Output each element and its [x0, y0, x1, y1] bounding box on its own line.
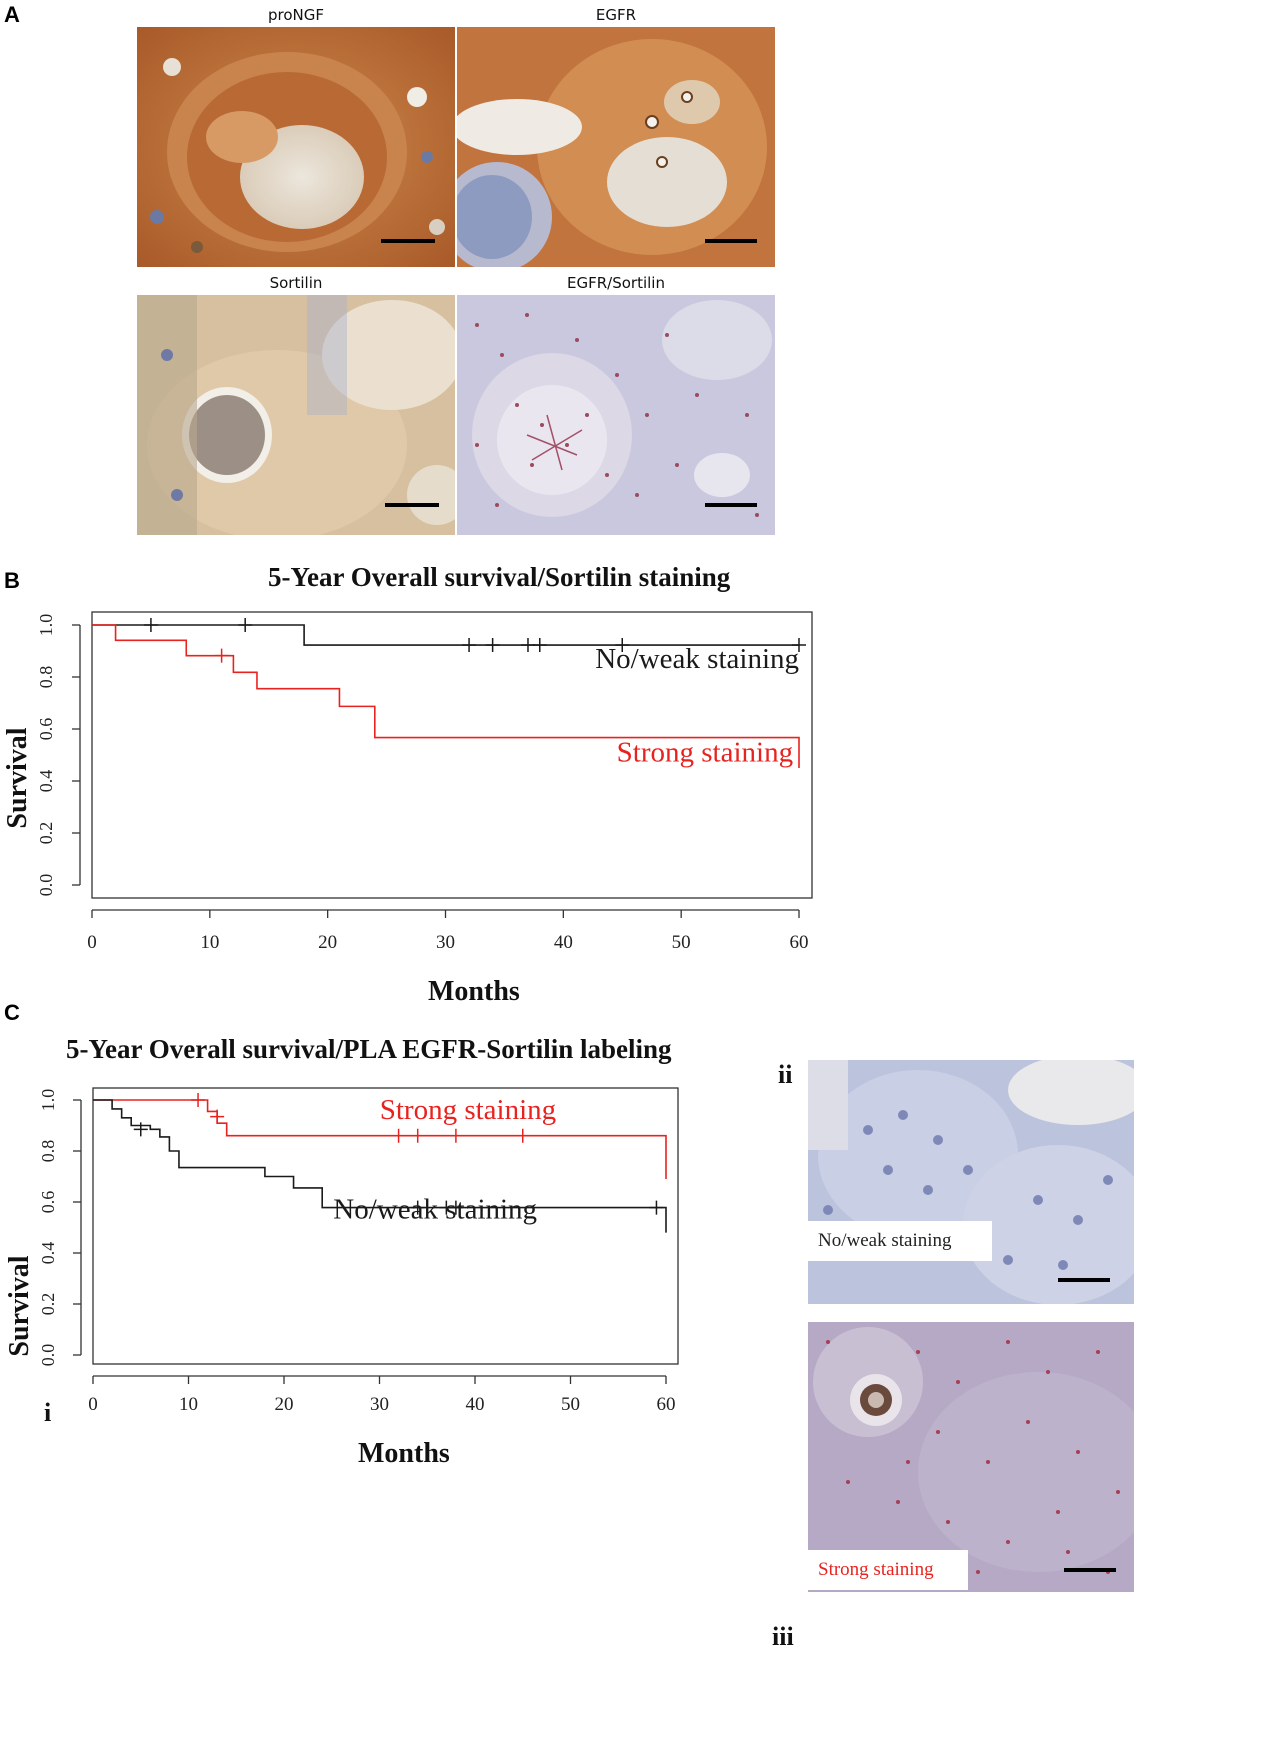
plot-title-c: 5-Year Overall survival/PLA EGFR-Sortili… [66, 1034, 672, 1064]
y-tick-label: 0.2 [38, 1293, 58, 1316]
censor-mark [462, 638, 477, 653]
scale-bar [1064, 1568, 1116, 1572]
censor-mark [238, 618, 253, 632]
censor-mark [410, 1200, 425, 1215]
micro-title-sortilin: Sortilin [269, 274, 323, 292]
inset-iii-label-box: Strong staining [808, 1550, 968, 1590]
x-tick-label: 20 [318, 932, 337, 953]
plot-frame [92, 1087, 679, 1365]
x-tick-label: 30 [436, 932, 455, 953]
x-tick-label: 0 [87, 932, 97, 953]
x-tick-label: 10 [200, 932, 219, 953]
censor-mark [214, 648, 229, 663]
censor-mark [520, 638, 535, 653]
y-tick-label: 0.8 [36, 666, 56, 689]
x-tick-label: 60 [657, 1394, 676, 1415]
survival-curve [92, 624, 800, 768]
censor-mark [133, 1122, 148, 1137]
micro-title-egfr-sortilin: EGFR/Sortilin [567, 274, 665, 292]
micro-title-pronGF: proNGF [267, 6, 324, 24]
plot-title-b: 5-Year Overall survival/Sortilin stainin… [268, 562, 731, 592]
censor-mark [191, 1093, 206, 1107]
y-tick-label: 0.0 [38, 1344, 58, 1367]
y-tick-label: 0.4 [36, 770, 56, 793]
series-label: Strong staining [380, 1094, 556, 1126]
scale-bar [385, 503, 439, 507]
censor-mark [210, 1109, 225, 1124]
survival-curve [93, 1099, 667, 1233]
y-tick-label: 0.2 [36, 822, 56, 845]
y-tick-label: 0.4 [38, 1242, 58, 1265]
censor-mark [485, 638, 500, 653]
panel-letter-c: C [4, 1000, 20, 1025]
x-tick-label: 40 [554, 932, 573, 953]
x-tick-label: 40 [466, 1394, 485, 1415]
censor-mark [515, 1128, 530, 1143]
inset-ii-label: No/weak staining [818, 1230, 952, 1251]
censor-mark [410, 1128, 425, 1143]
sublabel-ii: ii [778, 1060, 793, 1089]
survival-curve [92, 624, 799, 646]
x-tick-label: 20 [275, 1394, 294, 1415]
x-tick-label: 10 [179, 1394, 198, 1415]
plot-frame [91, 611, 813, 899]
y-tick-label: 1.0 [36, 614, 56, 637]
y-tick-label: 0.6 [36, 718, 56, 741]
micrograph-egfr-sortilin [457, 295, 775, 535]
censor-mark [615, 638, 630, 653]
micrograph-inset-iii: Strong staining [808, 1322, 1134, 1592]
micrograph-sortilin [137, 295, 455, 535]
xlabel-b: Months [428, 976, 520, 1007]
micrograph-pronGF [137, 27, 455, 267]
micro-title-egfr: EGFR [595, 6, 637, 24]
inset-ii-label-box: No/weak staining [808, 1221, 992, 1261]
panel-letter-b: B [4, 568, 20, 593]
censor-mark [448, 1200, 463, 1215]
y-tick-label: 0.0 [36, 874, 56, 897]
x-tick-label: 50 [672, 932, 691, 953]
xlabel-c: Months [358, 1438, 450, 1469]
micrograph-inset-ii: No/weak staining [808, 1060, 1134, 1304]
censor-mark [649, 1200, 664, 1215]
micrograph-egfr [457, 27, 775, 267]
censor-mark [143, 618, 158, 632]
censor-mark [532, 638, 547, 653]
x-tick-label: 30 [370, 1394, 389, 1415]
inset-iii-label: Strong staining [818, 1559, 934, 1580]
censor-mark [391, 1128, 406, 1143]
censor-mark [792, 638, 806, 653]
series-label: No/weak staining [595, 643, 799, 675]
x-tick-label: 50 [561, 1394, 580, 1415]
panel-letter-a: A [4, 2, 20, 27]
sublabel-i: i [44, 1398, 52, 1427]
y-tick-label: 1.0 [38, 1089, 58, 1112]
y-tick-label: 0.8 [38, 1140, 58, 1163]
series-label: No/weak staining [333, 1194, 537, 1226]
censor-mark [448, 1128, 463, 1143]
series-label: Strong staining [617, 737, 793, 769]
x-tick-label: 60 [790, 932, 809, 953]
sublabel-iii: iii [772, 1622, 794, 1651]
y-tick-label: 0.6 [38, 1191, 58, 1214]
x-tick-label: 0 [88, 1394, 98, 1415]
scale-bar [705, 503, 757, 507]
scale-bar [1058, 1278, 1110, 1282]
scale-bar [381, 239, 435, 243]
scale-bar [705, 239, 757, 243]
